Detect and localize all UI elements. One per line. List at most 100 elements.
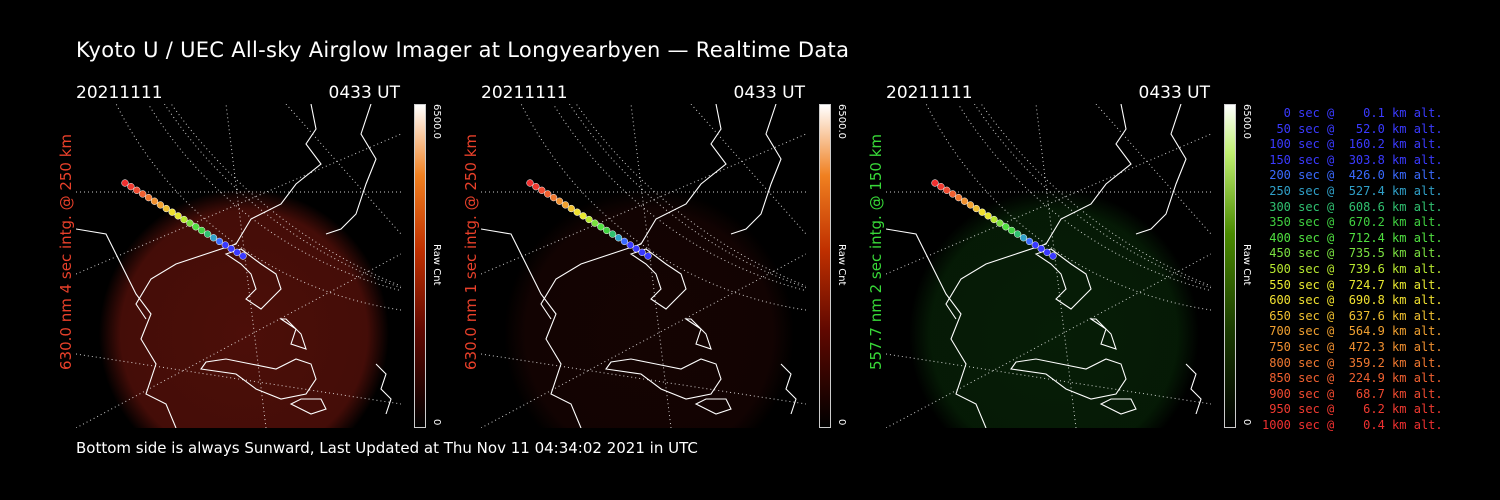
trajectory-point (614, 234, 623, 242)
coastline (629, 248, 687, 310)
trajectory-point (538, 186, 546, 194)
coastline (200, 358, 317, 400)
panel-2-date: 20211111 (481, 83, 568, 103)
coastline (886, 228, 987, 428)
trajectory-point (620, 237, 629, 246)
legend-row: 100 sec @ 160.2 km alt. (1262, 137, 1443, 152)
trajectory-point (561, 201, 570, 209)
trajectory-point (632, 245, 640, 253)
grid-line (285, 104, 401, 235)
panel-2-time: 0433 UT (733, 83, 806, 103)
panel-2-colorbar-max: 6500.0 (836, 104, 847, 139)
legend-row: 550 sec @ 724.7 km alt. (1262, 277, 1443, 292)
legend-row: 700 sec @ 564.9 km alt. (1262, 324, 1443, 339)
trajectory-point (555, 197, 564, 205)
trajectory-point (233, 248, 241, 257)
legend-row: 950 sec @ 6.2 km alt. (1262, 402, 1443, 417)
panel-3-wavelength-label: 557.7 nm 2 sec intg. @ 150 km (867, 133, 885, 370)
trajectory-point (198, 226, 206, 235)
trajectory-point (1025, 237, 1034, 246)
trajectory-point (162, 204, 170, 213)
trajectory-point (1008, 226, 1016, 235)
trajectory-point (127, 183, 135, 191)
legend-row: 600 sec @ 690.8 km alt. (1262, 293, 1443, 308)
panel-3-allsky-image (886, 104, 1211, 428)
panel-2-colorbar (819, 104, 831, 428)
coastline (1135, 104, 1187, 235)
trajectory-point (209, 234, 218, 242)
grid-line (690, 104, 806, 235)
trajectory-point (221, 241, 229, 249)
trajectory-point (168, 208, 176, 216)
legend-row: 850 sec @ 224.9 km alt. (1262, 371, 1443, 386)
panel-1-time: 0433 UT (328, 83, 401, 103)
trajectory-point (133, 186, 141, 194)
trajectory-point (966, 201, 975, 209)
coastline (780, 363, 797, 415)
trajectory-point (1019, 234, 1028, 242)
page-title: Kyoto U / UEC All-sky Airglow Imager at … (76, 38, 850, 62)
coastline (945, 104, 1132, 320)
trajectory-point (1013, 230, 1022, 238)
trajectory-point (603, 226, 611, 235)
trajectory-point (949, 190, 957, 198)
trajectory-point (585, 215, 593, 224)
panel-1-colorbar-unit: Raw Cnt (431, 244, 442, 286)
coastline (1010, 358, 1127, 400)
panel-1-colorbar (414, 104, 426, 428)
coastline (289, 398, 327, 415)
trajectory-point (239, 252, 247, 260)
panel-1-wavelength-label: 630.0 nm 4 sec intg. @ 250 km (57, 133, 75, 370)
coastline (135, 104, 322, 320)
footer-status: Bottom side is always Sunward, Last Upda… (76, 439, 698, 457)
panel-3-colorbar-max: 6500.0 (1241, 104, 1252, 139)
panel-1-colorbar-max: 6500.0 (431, 104, 442, 139)
coastline (279, 318, 307, 350)
panel-1-allsky-image (76, 104, 401, 428)
trajectory-point (1049, 252, 1057, 260)
trajectory-point (937, 183, 945, 191)
trajectory-point (532, 183, 540, 191)
coastline (605, 358, 722, 400)
coastline (325, 104, 377, 235)
grid-line (481, 253, 806, 428)
grid-line (1095, 104, 1211, 235)
panel-3-time: 0433 UT (1138, 83, 1211, 103)
trajectory-point (972, 204, 980, 213)
grid-line (481, 353, 806, 405)
panel-2-wavelength-label: 630.0 nm 1 sec intg. @ 250 km (462, 133, 480, 370)
coastline (224, 248, 282, 310)
panel-3-colorbar (1224, 104, 1236, 428)
trajectory-point (626, 241, 634, 249)
trajectory-point (943, 186, 951, 194)
trajectory-point (544, 190, 552, 198)
coastline (540, 104, 727, 320)
trajectory-point (180, 215, 188, 224)
trajectory-point (526, 179, 534, 187)
grid-line (225, 104, 267, 428)
trajectory-point (644, 252, 652, 260)
trajectory-point (192, 223, 200, 231)
grid-line (886, 353, 1211, 405)
coastline (1089, 318, 1117, 350)
trajectory-point (573, 208, 581, 216)
grid-line (630, 104, 672, 428)
trajectory-point (591, 219, 599, 227)
trajectory-point (931, 179, 939, 187)
grid-line (1035, 104, 1077, 428)
legend-row: 900 sec @ 68.7 km alt. (1262, 386, 1443, 401)
legend-row: 400 sec @ 712.4 km alt. (1262, 230, 1443, 245)
legend-row: 500 sec @ 739.6 km alt. (1262, 261, 1443, 276)
grid-line (76, 133, 401, 275)
trajectory-point (954, 193, 963, 202)
legend-row: 0 sec @ 0.1 km alt. (1262, 106, 1443, 120)
legend-row: 50 sec @ 52.0 km alt. (1262, 121, 1443, 136)
trajectory-point (186, 219, 194, 227)
coastline (375, 363, 392, 415)
trajectory-point (227, 245, 235, 253)
trajectory-point (549, 193, 558, 202)
grid-line (76, 353, 401, 405)
grid-line (886, 253, 1211, 428)
coastline (1099, 398, 1137, 415)
legend-row: 150 sec @ 303.8 km alt. (1262, 152, 1443, 167)
